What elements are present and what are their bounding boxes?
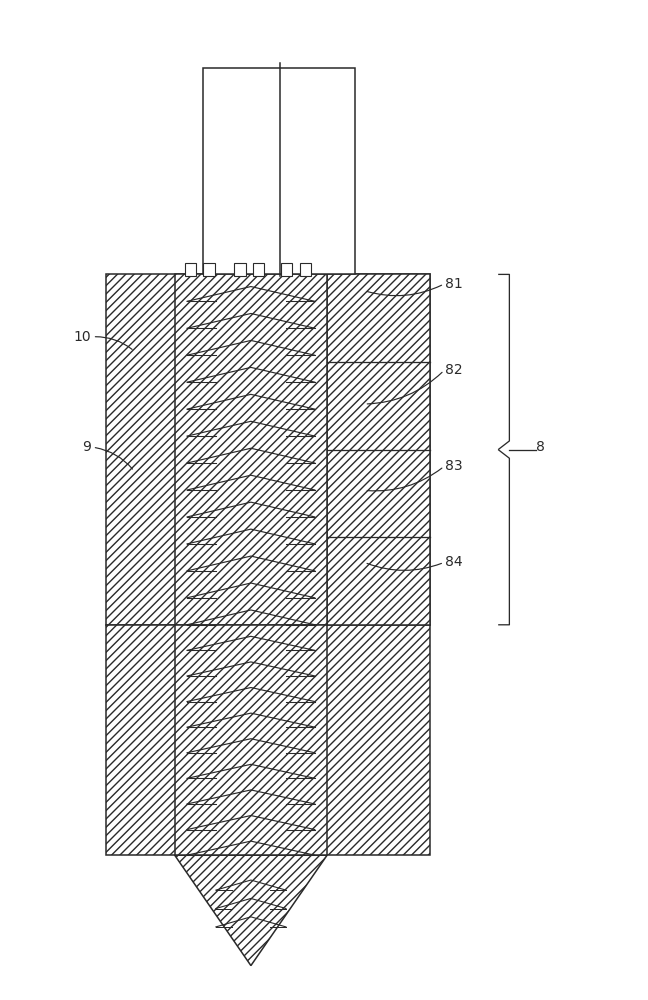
Bar bbox=[203, 68, 355, 274]
Text: 83: 83 bbox=[445, 459, 463, 473]
Polygon shape bbox=[175, 855, 327, 966]
Bar bbox=[203, 263, 214, 276]
Text: 81: 81 bbox=[445, 277, 463, 291]
Bar bbox=[253, 263, 264, 276]
Bar bbox=[281, 263, 292, 276]
Bar bbox=[185, 263, 196, 276]
Text: 9: 9 bbox=[82, 440, 91, 454]
Bar bbox=[327, 274, 430, 625]
Text: 82: 82 bbox=[445, 363, 463, 377]
Bar bbox=[106, 274, 430, 625]
Bar bbox=[235, 263, 246, 276]
Text: 8: 8 bbox=[535, 440, 544, 454]
Text: 10: 10 bbox=[73, 330, 91, 344]
Bar bbox=[300, 263, 311, 276]
Bar bbox=[106, 625, 430, 855]
Text: 84: 84 bbox=[445, 555, 463, 569]
Bar bbox=[175, 274, 327, 625]
Bar bbox=[175, 625, 327, 855]
